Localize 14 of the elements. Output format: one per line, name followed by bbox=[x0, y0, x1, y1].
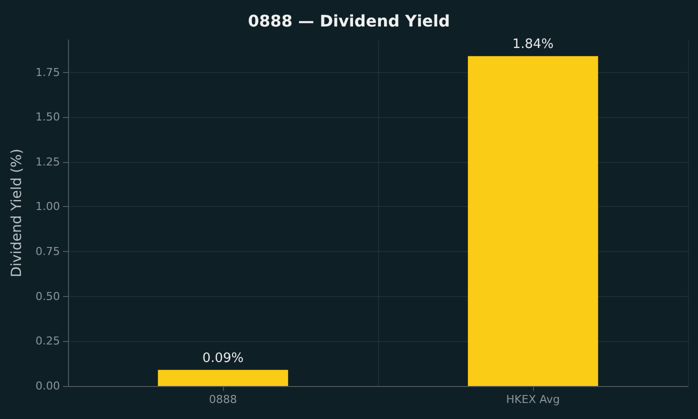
y-tick-label: 1.75 bbox=[36, 66, 60, 79]
data-label: 1.84% bbox=[512, 37, 554, 52]
chart-title: 0888 — Dividend Yield bbox=[248, 12, 450, 30]
x-tick-label: HKEX Avg bbox=[506, 393, 560, 406]
y-tick-label: 1.50 bbox=[36, 110, 60, 124]
data-label: 0.09% bbox=[202, 350, 244, 366]
y-axis-title: Dividend Yield (%) bbox=[9, 148, 25, 278]
y-tick-label: 1.00 bbox=[36, 200, 60, 214]
y-tick-label: 0.25 bbox=[36, 334, 60, 348]
y-tick-label: 0.50 bbox=[36, 290, 60, 303]
y-tick-label: 1.25 bbox=[36, 155, 60, 168]
y-tick-label: 0.00 bbox=[36, 380, 60, 392]
y-tick-label: 0.75 bbox=[36, 245, 60, 258]
x-tick-label: 0888 bbox=[209, 393, 237, 406]
